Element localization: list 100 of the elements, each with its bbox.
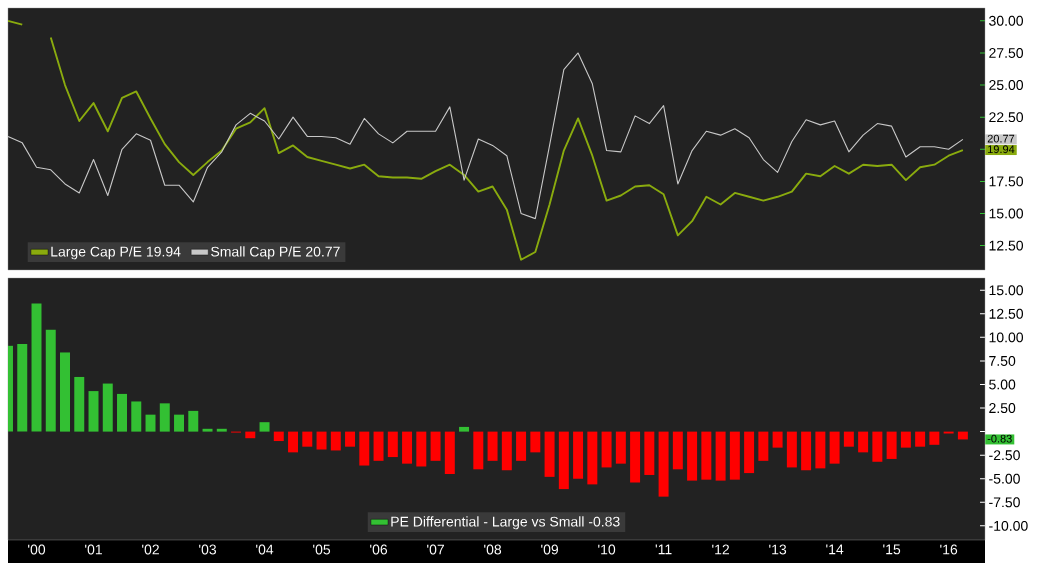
bar <box>644 431 655 475</box>
bar <box>302 431 313 447</box>
bar <box>387 431 398 458</box>
bar <box>102 383 113 432</box>
bar <box>672 431 683 470</box>
bar <box>373 431 384 461</box>
bar <box>330 431 341 451</box>
bar <box>957 431 968 440</box>
x-tick-label: '13 <box>769 544 787 555</box>
bar <box>544 431 555 477</box>
bar <box>772 431 783 448</box>
y-tick-label: 12.50 <box>989 308 1024 319</box>
legend-label: Large Cap P/E 19.94 <box>51 246 181 260</box>
bar <box>516 431 527 461</box>
bar <box>473 431 484 470</box>
bar <box>786 431 797 468</box>
x-tick-label: '08 <box>484 544 502 555</box>
x-tick-label: '01 <box>85 544 102 555</box>
y-tick-label: 2.50 <box>989 403 1016 414</box>
bar <box>530 431 541 453</box>
y-tick-label: 5.00 <box>989 379 1016 390</box>
x-tick-label: '11 <box>655 544 672 555</box>
y-tick-label: 22.50 <box>989 112 1024 123</box>
y-tick-label: -5.00 <box>989 473 1020 484</box>
bar <box>402 431 413 464</box>
bar <box>45 329 56 432</box>
bar <box>801 431 812 471</box>
bar <box>31 303 42 432</box>
bar <box>829 431 840 464</box>
y-tick-label: 30.00 <box>989 15 1024 26</box>
bar <box>174 414 185 432</box>
bar <box>900 431 911 448</box>
y-tick-label: 15.00 <box>989 208 1024 219</box>
bar <box>273 431 284 442</box>
x-tick-label: '12 <box>712 544 730 555</box>
x-tick-label: '09 <box>541 544 559 555</box>
bar <box>259 422 270 432</box>
legend-label: PE Differential - Large vs Small -0.83 <box>391 516 620 530</box>
y-tick-label: 12.50 <box>989 240 1024 251</box>
bar <box>929 431 940 445</box>
bar <box>758 431 769 461</box>
x-tick-label: '10 <box>598 544 616 555</box>
bar <box>60 352 70 432</box>
y-tick-label: 15.00 <box>989 285 1024 296</box>
bar <box>202 428 213 432</box>
bar <box>216 428 227 432</box>
x-tick-label: '15 <box>883 544 901 555</box>
bar <box>159 403 170 432</box>
bar <box>501 431 512 471</box>
bar <box>444 431 455 475</box>
x-tick-label: '04 <box>256 544 274 555</box>
bar <box>17 343 28 432</box>
bar <box>601 431 612 468</box>
bar <box>188 410 199 432</box>
x-tick-label: '00 <box>28 544 46 555</box>
bar <box>316 431 327 450</box>
bar <box>558 431 569 490</box>
bar <box>245 431 256 439</box>
x-tick-label: '05 <box>313 544 331 555</box>
x-tick-label: '02 <box>142 544 159 555</box>
x-tick-label: '16 <box>940 544 958 555</box>
legend-label: Small Cap P/E 20.77 <box>211 246 340 260</box>
y-tick-label: 25.00 <box>989 80 1024 91</box>
bar <box>915 431 926 447</box>
y-tick-label: 17.50 <box>989 176 1024 187</box>
bar <box>359 431 370 466</box>
bar <box>74 376 85 432</box>
bar <box>872 431 883 462</box>
y-tick-label: -2.50 <box>989 450 1020 461</box>
bar <box>117 393 128 432</box>
bar <box>288 431 299 453</box>
bar <box>487 431 498 461</box>
x-tick-label: '03 <box>199 544 217 555</box>
bar <box>858 431 869 453</box>
bar <box>729 431 740 480</box>
y-tick-label: -10.00 <box>989 520 1028 531</box>
bar <box>430 431 441 461</box>
annotation: 19.94 <box>988 145 1015 154</box>
bar <box>587 431 598 485</box>
bar <box>416 431 427 467</box>
bar <box>630 431 641 483</box>
bar <box>131 401 142 432</box>
y-tick-label: 7.50 <box>989 355 1016 366</box>
y-tick-label: 27.50 <box>989 47 1024 58</box>
bar <box>573 431 584 479</box>
x-tick-label: '06 <box>370 544 388 555</box>
bar <box>658 431 669 497</box>
bar <box>701 431 712 480</box>
bar <box>886 431 897 459</box>
bar <box>145 414 156 432</box>
y-tick-label: -7.50 <box>989 497 1020 508</box>
bar <box>843 431 854 447</box>
bar <box>687 431 698 481</box>
bar <box>459 426 470 432</box>
x-tick-label: '07 <box>427 544 444 555</box>
annotation: 20.77 <box>987 134 1015 143</box>
x-tick-label: '14 <box>826 544 844 555</box>
bar <box>715 431 726 481</box>
bar <box>88 391 99 432</box>
annotation: -0.83 <box>987 434 1012 443</box>
